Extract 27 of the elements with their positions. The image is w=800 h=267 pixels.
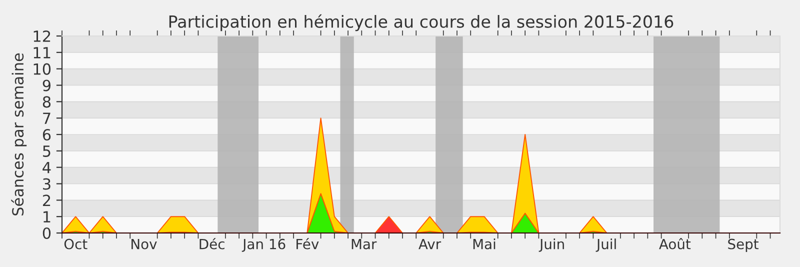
x-tick-label: Mar — [352, 238, 377, 250]
y-tick-label: 9 — [42, 80, 51, 92]
y-tick-label: 2 — [42, 194, 50, 206]
x-tick-label: Juin — [538, 238, 564, 252]
x-tick-label: Fév — [296, 238, 319, 250]
y-tick-label: 5 — [43, 146, 50, 157]
x-tick-label: Jan 16 — [242, 238, 286, 252]
y-tick-label: 1 — [44, 211, 50, 222]
x-tick-label: Avr — [418, 238, 442, 250]
y-tick-label: 12 — [34, 30, 50, 42]
x-tick-label: Juil — [596, 238, 616, 252]
y-tick-label: 11 — [34, 47, 50, 58]
x-tick-label: Nov — [132, 238, 157, 250]
x-tick-label: Août — [659, 238, 691, 250]
x-tick-label: Déc — [200, 238, 224, 250]
x-tick-label: Sept — [728, 238, 759, 252]
y-tick-label: 7 — [43, 112, 50, 124]
y-axis-title: Séances par semaine — [11, 53, 27, 216]
y-tick-label: 3 — [43, 178, 50, 190]
x-tick-label: Mai — [473, 238, 496, 250]
y-tick-label: 10 — [34, 63, 51, 75]
y-tick-label: 4 — [42, 162, 51, 174]
chart-title: Participation en hémicycle au cours de la session 2015-2016 — [169, 14, 674, 32]
y-tick-label: 8 — [42, 96, 51, 108]
y-tick-label: 0 — [42, 227, 51, 240]
y-tick-label: 6 — [42, 128, 51, 141]
x-tick-label: Oct — [64, 238, 88, 250]
